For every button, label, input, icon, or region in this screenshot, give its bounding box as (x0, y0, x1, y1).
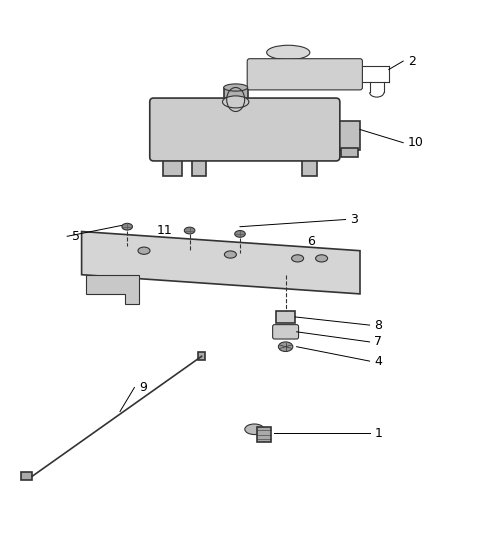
Text: 9: 9 (139, 381, 147, 394)
Bar (276, 311, 295, 323)
Ellipse shape (245, 424, 264, 434)
Polygon shape (86, 274, 139, 303)
Polygon shape (82, 232, 360, 294)
Bar (163, 157, 182, 177)
FancyBboxPatch shape (247, 59, 362, 90)
Text: 10: 10 (408, 136, 424, 149)
Bar (341, 148, 358, 157)
Ellipse shape (138, 247, 150, 254)
Ellipse shape (235, 231, 245, 237)
Text: 7: 7 (374, 335, 383, 348)
Ellipse shape (267, 45, 310, 60)
Ellipse shape (224, 84, 248, 91)
Bar (302, 157, 317, 177)
Bar (224, 88, 248, 102)
Bar (198, 353, 205, 360)
Ellipse shape (278, 342, 293, 351)
Ellipse shape (184, 227, 195, 234)
Text: 2: 2 (408, 55, 416, 67)
Bar (257, 427, 271, 442)
FancyBboxPatch shape (150, 98, 340, 161)
Bar (21, 472, 32, 480)
Text: 8: 8 (374, 319, 383, 332)
Text: 5: 5 (72, 230, 80, 243)
Text: 6: 6 (307, 235, 315, 248)
Ellipse shape (316, 255, 327, 262)
Ellipse shape (224, 251, 236, 258)
FancyBboxPatch shape (273, 325, 299, 339)
Ellipse shape (223, 96, 249, 108)
Text: 11: 11 (157, 224, 173, 237)
Ellipse shape (122, 223, 132, 230)
Text: 4: 4 (374, 355, 382, 368)
Text: 3: 3 (350, 213, 358, 226)
Text: 1: 1 (374, 426, 382, 440)
Bar (338, 121, 360, 150)
Ellipse shape (292, 255, 304, 262)
Bar (192, 157, 206, 177)
